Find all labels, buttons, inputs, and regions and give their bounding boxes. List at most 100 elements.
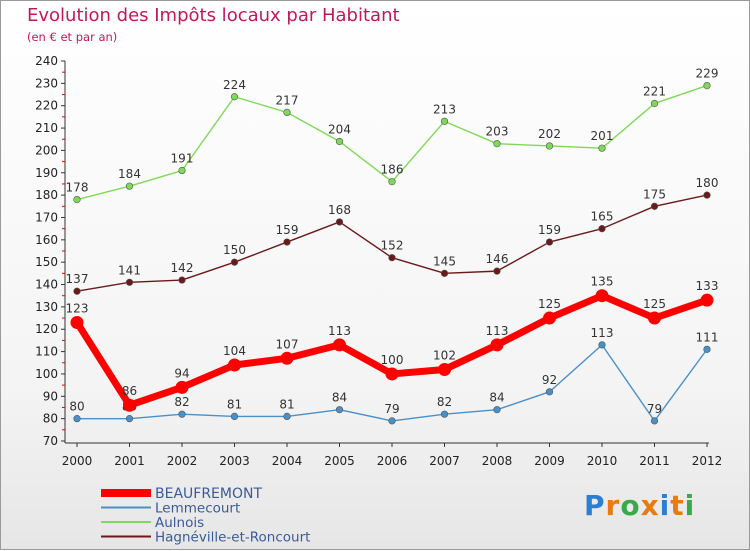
data-point: [388, 417, 396, 425]
data-point: [125, 182, 134, 190]
data-point: [388, 254, 396, 262]
data-label: 79: [647, 402, 662, 416]
y-tick-label: 70: [43, 434, 58, 448]
data-point: [598, 341, 606, 349]
data-label: 180: [696, 176, 719, 190]
data-label: 107: [276, 337, 299, 351]
data-point: [283, 412, 291, 421]
data-label: 79: [384, 402, 399, 416]
data-point: [280, 351, 294, 365]
data-label: 81: [279, 397, 294, 411]
data-label: 145: [433, 254, 456, 268]
data-label: 213: [433, 102, 456, 116]
x-tick-label: 2008: [482, 454, 513, 468]
y-tick-label: 120: [35, 322, 58, 336]
y-tick-label: 190: [35, 166, 58, 180]
logo-letter: t: [670, 489, 685, 522]
data-point: [493, 267, 501, 275]
data-label: 221: [643, 84, 666, 98]
data-label: 152: [381, 239, 404, 253]
data-point: [123, 398, 136, 412]
data-point: [230, 93, 239, 101]
x-tick-label: 2005: [324, 454, 355, 468]
data-label: 92: [542, 373, 557, 387]
x-tick-label: 2002: [167, 454, 198, 468]
data-point: [230, 258, 239, 266]
y-tick-label: 230: [35, 76, 58, 90]
legend-label: Lemmecourt: [155, 501, 240, 517]
x-tick-label: 2001: [114, 454, 145, 468]
y-tick-label: 220: [35, 99, 58, 113]
y-tick-label: 80: [43, 412, 58, 426]
data-point: [73, 415, 81, 423]
y-tick-label: 200: [35, 143, 58, 157]
logo-letter: o: [620, 489, 641, 522]
data-label: 100: [381, 353, 404, 367]
data-point: [703, 345, 711, 353]
data-point: [335, 218, 344, 226]
data-label: 111: [696, 330, 719, 344]
data-point: [125, 415, 134, 423]
legend-label: Hagnéville-et-Roncourt: [155, 530, 310, 546]
data-point: [545, 238, 554, 246]
data-label: 159: [538, 223, 561, 237]
data-label: 150: [223, 243, 246, 257]
data-point: [598, 144, 606, 152]
data-point: [178, 410, 186, 418]
data-point: [440, 269, 449, 277]
y-tick-label: 180: [35, 188, 58, 202]
data-point: [283, 108, 291, 117]
data-label: 135: [591, 275, 614, 289]
data-label: 81: [227, 397, 242, 411]
data-label: 102: [433, 348, 456, 362]
y-tick-label: 160: [35, 233, 58, 247]
data-point: [283, 238, 291, 246]
y-tick-label: 140: [35, 278, 58, 292]
data-point: [650, 417, 659, 425]
legend-label: BEAUFREMONT: [155, 486, 262, 502]
x-tick-label: 2000: [62, 454, 93, 468]
logo-letter: i: [684, 489, 696, 522]
data-point: [70, 316, 84, 330]
data-label: 201: [591, 129, 614, 143]
x-tick-label: 2007: [429, 454, 460, 468]
data-label: 202: [538, 127, 561, 141]
x-tick-label: 2009: [534, 454, 565, 468]
legend-label: Aulnois: [155, 515, 204, 531]
data-label: 178: [66, 181, 89, 195]
data-point: [493, 406, 501, 414]
data-label: 80: [69, 400, 84, 414]
data-point: [595, 289, 609, 303]
data-label: 165: [591, 210, 614, 224]
data-point: [650, 99, 659, 108]
data-label: 175: [643, 187, 666, 201]
data-point: [440, 117, 449, 125]
data-label: 186: [381, 163, 404, 177]
data-point: [438, 362, 451, 376]
y-tick-label: 170: [35, 210, 58, 224]
chart-title: Evolution des Impôts locaux par Habitant: [27, 5, 400, 26]
proxiti-logo: Proxiti: [584, 489, 695, 522]
data-label: 137: [66, 272, 89, 286]
logo-letter: r: [605, 489, 621, 522]
data-label: 191: [171, 152, 194, 166]
data-point: [703, 81, 711, 90]
data-label: 94: [174, 366, 189, 380]
data-label: 217: [276, 93, 299, 107]
y-tick-label: 100: [35, 367, 58, 381]
data-label: 113: [328, 324, 351, 338]
data-point: [73, 287, 81, 295]
y-tick-label: 240: [35, 54, 58, 68]
data-point: [648, 311, 661, 325]
x-tick-label: 2012: [692, 454, 723, 468]
data-point: [490, 338, 504, 352]
logo-letter: i: [659, 489, 671, 522]
y-tick-label: 150: [35, 255, 58, 269]
data-point: [178, 276, 186, 284]
data-label: 82: [437, 395, 452, 409]
data-label: 224: [223, 78, 246, 92]
data-point: [700, 293, 714, 307]
series-line-beaufremont: [73, 292, 711, 409]
data-label: 125: [643, 297, 666, 311]
y-tick-label: 130: [35, 300, 58, 314]
